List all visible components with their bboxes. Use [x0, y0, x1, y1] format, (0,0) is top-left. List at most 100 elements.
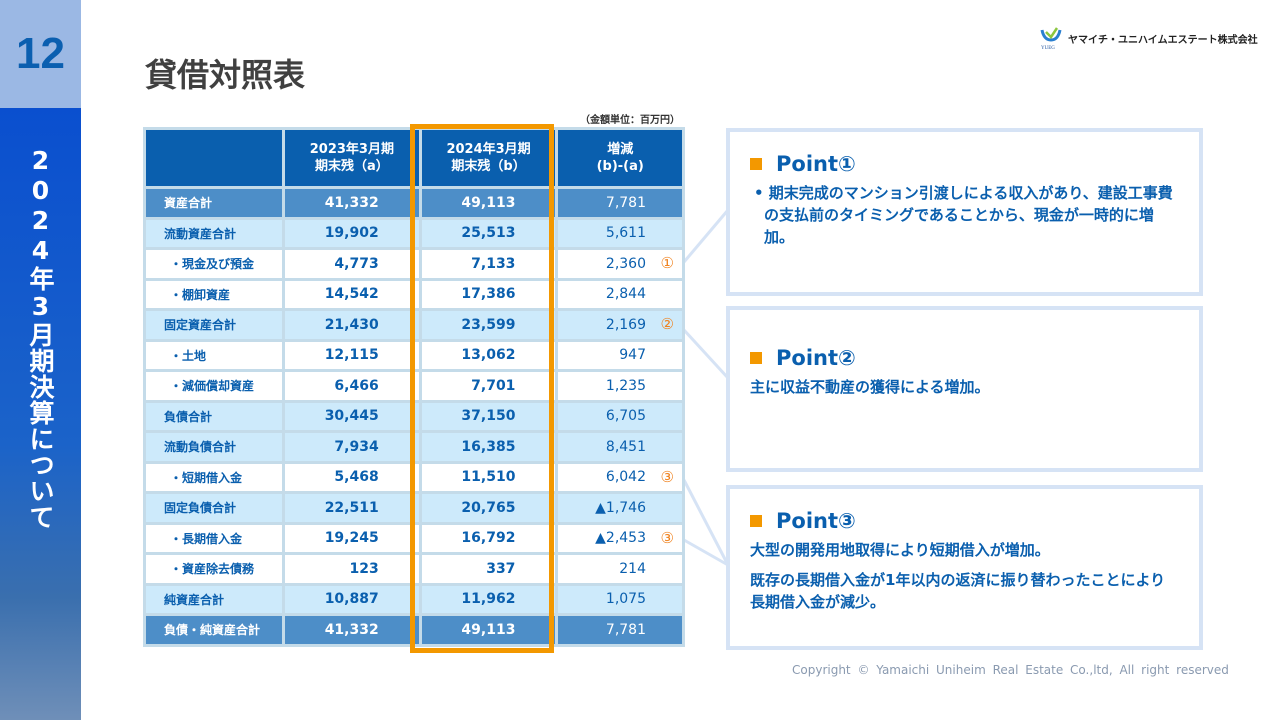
- value-2023: 22,511: [285, 494, 419, 522]
- table-row: ・現金及び預金 4,773 7,133 2,360 ①: [146, 250, 682, 278]
- value-2024: 37,150: [421, 402, 556, 430]
- bullet-square-icon: [750, 158, 762, 170]
- table-row: ・資産除去債務 123 337 214: [146, 555, 682, 583]
- value-2024: 11,962: [421, 585, 556, 613]
- bullet-square-icon: [750, 515, 762, 527]
- change-amount: 5,611: [605, 225, 646, 242]
- point-marker: ③: [660, 528, 674, 547]
- row-label: 負債合計: [146, 402, 282, 430]
- point-text: 既存の長期借入金が1年以内の返済に振り替わったことにより長期借入金が減少。: [750, 571, 1166, 611]
- value-2024: 7,701: [421, 372, 556, 400]
- change-amount: 1,075: [605, 591, 646, 608]
- point-1-box: Point① • 期末完成のマンション引渡しによる収入があり、建設工事費の支払前…: [726, 128, 1203, 296]
- value-2023: 10,887: [285, 585, 419, 613]
- change-amount: 6,705: [605, 408, 646, 425]
- value-change: 7,781: [558, 616, 682, 644]
- column-header: 2024年3月期 期末残（b）: [421, 130, 556, 186]
- value-2024: 23,599: [421, 311, 556, 339]
- row-label: ・資産除去債務: [146, 555, 282, 583]
- table-row: 純資産合計 10,887 11,962 1,075: [146, 585, 682, 613]
- page-number: 12: [16, 29, 65, 78]
- value-change: 2,169 ②: [558, 311, 682, 339]
- change-amount: 7,781: [605, 621, 646, 638]
- value-2023: 41,332: [285, 616, 419, 644]
- value-2023: 12,115: [285, 341, 419, 369]
- point-text: • 期末完成のマンション引渡しによる収入があり、建設工事費の支払前のタイミングで…: [754, 184, 1173, 246]
- row-label: 流動資産合計: [146, 219, 282, 247]
- value-2024: 11,510: [421, 463, 556, 491]
- value-change: 5,611: [558, 219, 682, 247]
- bullet-square-icon: [750, 352, 762, 364]
- table-row: 流動負債合計 7,934 16,385 8,451: [146, 433, 682, 461]
- value-2024: 20,765: [421, 494, 556, 522]
- value-change: 2,844: [558, 280, 682, 308]
- value-2024: 16,385: [421, 433, 556, 461]
- point-text: 大型の開発用地取得により短期借入が増加。: [750, 541, 1050, 559]
- section-title: 2024年3月期決算について: [26, 146, 55, 530]
- value-change: 7,781: [558, 189, 682, 217]
- point-marker: ②: [660, 315, 674, 333]
- value-2023: 5,468: [285, 463, 419, 491]
- row-label: ・土地: [146, 341, 282, 369]
- value-2024: 13,062: [421, 341, 556, 369]
- value-2023: 14,542: [285, 280, 419, 308]
- change-amount: 8,451: [605, 438, 646, 455]
- row-label: 負債・純資産合計: [146, 616, 282, 644]
- page-title: 貸借対照表: [145, 56, 306, 94]
- table-row: ・長期借入金 19,245 16,792 ▲2,453 ③: [146, 524, 682, 552]
- value-change: 947: [558, 341, 682, 369]
- row-label: ・減価償却資産: [146, 372, 282, 400]
- table-row: 固定資産合計 21,430 23,599 2,169 ②: [146, 311, 682, 339]
- value-2023: 4,773: [285, 250, 419, 278]
- balance-sheet-table: 2023年3月期 期末残（a） 2024年3月期 期末残（b） 増減 (b)-(a)…: [143, 127, 685, 647]
- point-marker: ③: [660, 467, 674, 486]
- change-amount: ▲2,453: [595, 530, 646, 547]
- change-amount: 2,360: [605, 255, 646, 272]
- column-header: [146, 130, 282, 186]
- value-2023: 19,902: [285, 219, 419, 247]
- table-row: ・土地 12,115 13,062 947: [146, 341, 682, 369]
- point-title: Point①: [776, 152, 856, 176]
- row-label: 純資産合計: [146, 585, 282, 613]
- point-title: Point②: [776, 346, 856, 370]
- table-row: 資産合計 41,332 49,113 7,781: [146, 189, 682, 217]
- point-text: 主に収益不動産の獲得による増加。: [750, 378, 990, 396]
- change-amount: 2,169: [605, 316, 646, 333]
- value-2023: 123: [285, 555, 419, 583]
- change-amount: 1,235: [605, 377, 646, 394]
- value-2023: 41,332: [285, 189, 419, 217]
- table-row: ・棚卸資産 14,542 17,386 2,844: [146, 280, 682, 308]
- unit-note: （金額単位：百万円）: [580, 115, 680, 126]
- point-3-box: Point③ 大型の開発用地取得により短期借入が増加。 既存の長期借入金が1年以…: [726, 485, 1203, 650]
- row-label: ・短期借入金: [146, 463, 282, 491]
- column-header: 増減 (b)-(a): [558, 130, 682, 186]
- column-header: 2023年3月期 期末残（a）: [285, 130, 419, 186]
- value-change: 6,705: [558, 402, 682, 430]
- copyright: Copyright © Yamaichi Uniheim Real Estate…: [792, 663, 1229, 677]
- value-2023: 6,466: [285, 372, 419, 400]
- value-change: ▲1,746: [558, 494, 682, 522]
- row-label: ・長期借入金: [146, 524, 282, 552]
- value-2024: 337: [421, 555, 556, 583]
- table-row: 固定負債合計 22,511 20,765 ▲1,746: [146, 494, 682, 522]
- value-change: 1,075: [558, 585, 682, 613]
- logo-icon: YUEG: [1040, 26, 1062, 51]
- value-change: 1,235: [558, 372, 682, 400]
- value-2023: 30,445: [285, 402, 419, 430]
- table-row: ・短期借入金 5,468 11,510 6,042 ③: [146, 463, 682, 491]
- value-2023: 19,245: [285, 524, 419, 552]
- value-change: 2,360 ①: [558, 250, 682, 278]
- change-amount: 6,042: [605, 469, 646, 486]
- value-2023: 21,430: [285, 311, 419, 339]
- value-change: 8,451: [558, 433, 682, 461]
- value-2023: 7,934: [285, 433, 419, 461]
- change-amount: 214: [619, 560, 646, 577]
- section-sidebar: 2024年3月期決算について: [0, 108, 81, 720]
- change-amount: 2,844: [605, 286, 646, 303]
- row-label: 資産合計: [146, 189, 282, 217]
- value-2024: 16,792: [421, 524, 556, 552]
- value-change: ▲2,453 ③: [558, 524, 682, 552]
- value-change: 6,042 ③: [558, 463, 682, 491]
- row-label: 固定資産合計: [146, 311, 282, 339]
